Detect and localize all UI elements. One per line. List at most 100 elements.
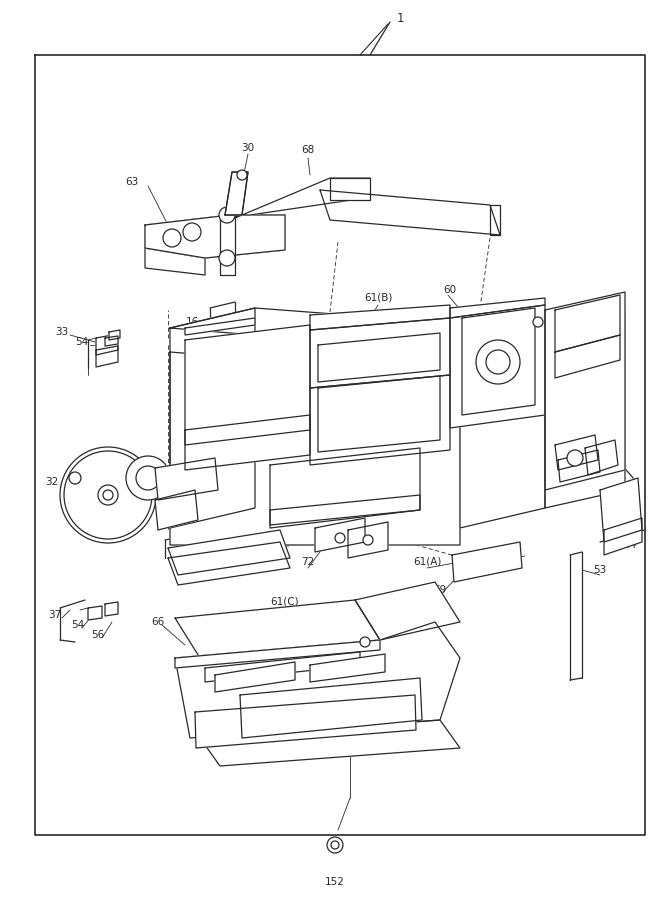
Text: 30: 30	[241, 143, 255, 153]
Polygon shape	[96, 346, 118, 367]
Polygon shape	[170, 352, 460, 545]
Polygon shape	[175, 622, 460, 738]
Polygon shape	[310, 305, 450, 330]
Circle shape	[98, 485, 118, 505]
Polygon shape	[145, 248, 205, 275]
Text: 61(C): 61(C)	[271, 597, 299, 607]
Polygon shape	[555, 295, 620, 352]
Polygon shape	[168, 542, 290, 585]
Circle shape	[476, 340, 520, 384]
Text: 59: 59	[364, 420, 377, 430]
Circle shape	[331, 841, 339, 849]
Polygon shape	[145, 215, 285, 258]
Polygon shape	[270, 495, 420, 525]
Polygon shape	[600, 478, 642, 542]
Polygon shape	[35, 55, 645, 835]
Polygon shape	[109, 330, 120, 340]
Circle shape	[103, 490, 113, 500]
Polygon shape	[318, 376, 440, 452]
Text: 31: 31	[65, 485, 79, 495]
Polygon shape	[450, 298, 545, 318]
Text: 56: 56	[91, 630, 105, 640]
Polygon shape	[96, 334, 118, 355]
Polygon shape	[604, 518, 642, 555]
Polygon shape	[185, 318, 255, 335]
Polygon shape	[195, 695, 416, 748]
Text: 35: 35	[105, 503, 119, 513]
Text: 69: 69	[434, 585, 447, 595]
Text: 61(A): 61(A)	[413, 557, 441, 567]
Polygon shape	[310, 375, 450, 465]
Polygon shape	[270, 448, 420, 528]
Polygon shape	[460, 330, 545, 528]
Polygon shape	[170, 308, 255, 528]
Polygon shape	[310, 318, 450, 388]
Polygon shape	[235, 178, 370, 218]
Text: 53: 53	[594, 565, 606, 575]
Polygon shape	[545, 310, 625, 508]
Circle shape	[60, 447, 156, 543]
Text: 56: 56	[95, 347, 109, 357]
Polygon shape	[240, 678, 422, 738]
Text: 68: 68	[301, 145, 315, 155]
Circle shape	[335, 533, 345, 543]
Polygon shape	[175, 600, 380, 658]
Polygon shape	[185, 325, 310, 445]
Text: 67: 67	[590, 463, 602, 473]
Text: 33: 33	[596, 437, 608, 447]
Text: 17: 17	[325, 537, 339, 547]
Polygon shape	[555, 335, 620, 378]
Circle shape	[567, 450, 583, 466]
Polygon shape	[185, 415, 310, 470]
Polygon shape	[452, 542, 522, 582]
Polygon shape	[558, 450, 600, 482]
Circle shape	[533, 317, 543, 327]
Polygon shape	[355, 582, 460, 640]
Circle shape	[363, 535, 373, 545]
Polygon shape	[215, 662, 295, 692]
Polygon shape	[155, 458, 218, 500]
Text: 16: 16	[185, 317, 199, 327]
Polygon shape	[220, 258, 235, 275]
Text: 63: 63	[125, 177, 139, 187]
Circle shape	[69, 472, 81, 484]
Circle shape	[486, 350, 510, 374]
Circle shape	[219, 250, 235, 266]
Circle shape	[64, 451, 152, 539]
Circle shape	[219, 207, 235, 223]
Polygon shape	[490, 205, 500, 235]
Text: 37: 37	[49, 610, 61, 620]
Polygon shape	[155, 490, 198, 530]
Polygon shape	[545, 292, 625, 490]
Polygon shape	[585, 440, 618, 475]
Polygon shape	[315, 518, 365, 552]
Polygon shape	[200, 720, 460, 766]
Polygon shape	[170, 308, 545, 352]
Polygon shape	[105, 336, 118, 346]
Text: 54: 54	[75, 337, 89, 347]
Circle shape	[360, 637, 370, 647]
Text: 60: 60	[444, 285, 457, 295]
Polygon shape	[462, 308, 535, 415]
Polygon shape	[330, 178, 370, 200]
Text: 33: 33	[55, 327, 69, 337]
Circle shape	[126, 456, 170, 500]
Polygon shape	[168, 530, 290, 575]
Circle shape	[237, 170, 247, 180]
Polygon shape	[555, 435, 598, 470]
Text: 66: 66	[151, 617, 165, 627]
Polygon shape	[175, 640, 380, 668]
Polygon shape	[145, 215, 285, 258]
Circle shape	[136, 466, 160, 490]
Text: 30: 30	[508, 307, 522, 317]
Polygon shape	[220, 215, 235, 258]
Text: 72: 72	[301, 557, 315, 567]
Text: 61(B): 61(B)	[364, 293, 392, 303]
Polygon shape	[310, 654, 385, 682]
Circle shape	[183, 223, 201, 241]
Circle shape	[163, 229, 181, 247]
Text: 1: 1	[396, 12, 404, 24]
Polygon shape	[88, 606, 102, 620]
Text: 152: 152	[325, 877, 345, 887]
Text: 64: 64	[624, 540, 636, 550]
